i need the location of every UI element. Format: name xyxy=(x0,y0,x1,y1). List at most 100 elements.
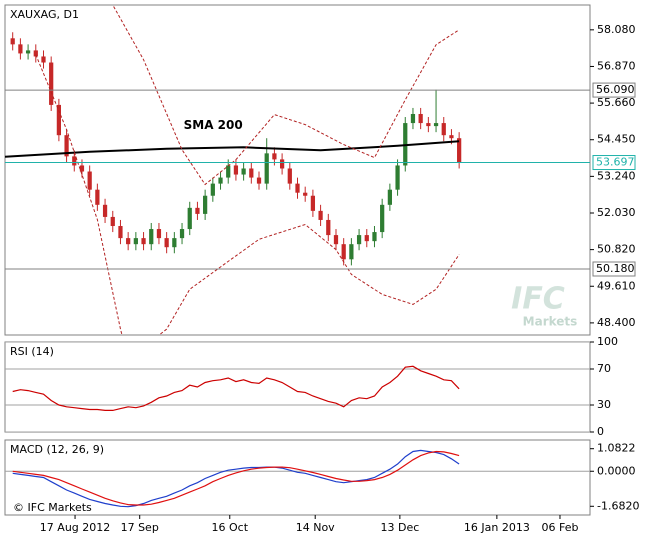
candle-body xyxy=(287,168,292,184)
y-tick-label: 70 xyxy=(597,362,611,375)
plot-area xyxy=(5,342,590,432)
candle-body xyxy=(41,56,46,63)
level-label-box xyxy=(592,261,636,277)
rsi-panel xyxy=(4,341,591,433)
candle-body xyxy=(272,153,277,160)
candle-body xyxy=(10,38,15,45)
candle-body xyxy=(433,123,439,127)
candle-body xyxy=(249,168,254,178)
candle-body xyxy=(33,50,38,57)
candle-body xyxy=(141,238,146,245)
panel-title: XAUXAG, D1 xyxy=(10,8,79,21)
candle-body xyxy=(79,165,85,172)
candle-body xyxy=(102,204,108,217)
y-tick-label: 0.0000 xyxy=(597,464,636,477)
candle-body xyxy=(326,219,331,236)
candle-body xyxy=(356,235,362,245)
candle-body xyxy=(457,138,462,163)
candle-body xyxy=(233,165,239,175)
candle-body xyxy=(441,123,446,136)
candle-body xyxy=(110,216,115,227)
level-label: 56.090 xyxy=(596,83,635,96)
y-tick-label: -1.6820 xyxy=(597,499,639,512)
x-tick-label: 16 Jan 2013 xyxy=(464,521,530,534)
candle-body xyxy=(64,135,69,157)
candle-body xyxy=(218,177,223,184)
candle-body xyxy=(333,235,339,245)
sma-line xyxy=(5,140,460,158)
candle-body xyxy=(95,189,100,205)
y-tick-label: 56.870 xyxy=(597,59,636,72)
candle-body xyxy=(372,232,377,242)
y-tick-label: 55.660 xyxy=(597,96,636,109)
y-tick-label: 100 xyxy=(597,335,618,348)
candle-body xyxy=(449,135,454,139)
y-tick-label: 53.240 xyxy=(597,169,636,182)
candle-body xyxy=(126,238,131,245)
y-tick-label: 49.610 xyxy=(597,279,636,292)
panel-title: RSI (14) xyxy=(10,345,54,358)
x-tick-label: 13 Dec xyxy=(380,521,419,534)
sma-label: SMA 200 xyxy=(184,118,243,132)
candle-body xyxy=(133,238,138,245)
y-tick-label: 54.450 xyxy=(597,133,636,146)
level-label-box xyxy=(592,82,636,98)
candle-body xyxy=(56,104,61,136)
x-tick-label: 14 Nov xyxy=(296,521,335,534)
x-tick-label: 17 Aug 2012 xyxy=(40,521,110,534)
candle-body xyxy=(195,207,200,214)
y-tick-label: 58.080 xyxy=(597,23,636,36)
watermark-logo: IFC xyxy=(511,282,565,317)
indicator-line xyxy=(12,450,460,506)
candle-body xyxy=(318,210,323,220)
candle-body xyxy=(256,177,262,184)
candle-body xyxy=(179,229,185,239)
candle-body xyxy=(295,183,300,193)
level-label: 50.180 xyxy=(596,262,635,275)
candle-body xyxy=(156,229,162,239)
plot-area xyxy=(5,5,590,335)
candle-body xyxy=(387,189,392,205)
indicator-line xyxy=(12,365,460,411)
candle-body xyxy=(418,113,423,124)
indicator-line xyxy=(12,449,460,508)
candle-body xyxy=(410,113,416,124)
y-tick-label: 1.0822 xyxy=(597,442,636,455)
candle-body xyxy=(349,244,354,260)
candle-body xyxy=(241,168,246,175)
candle-body xyxy=(203,195,208,214)
candle-body xyxy=(49,62,54,105)
band-line xyxy=(35,54,460,335)
candle-body xyxy=(279,159,285,169)
candle-body xyxy=(364,235,369,242)
candle-body xyxy=(303,192,308,196)
candle-body xyxy=(87,171,92,190)
watermark-text: Markets xyxy=(523,315,578,329)
candle-body xyxy=(380,204,385,233)
candle-body xyxy=(149,229,154,245)
x-tick-label: 17 Sep xyxy=(121,521,159,534)
price-panel xyxy=(4,4,591,336)
y-tick-label: 30 xyxy=(597,398,611,411)
y-tick-label: 50.820 xyxy=(597,243,636,256)
y-tick-label: 0 xyxy=(597,425,604,438)
band-line xyxy=(112,5,460,186)
level-label: 53.697 xyxy=(596,156,635,169)
candle-body xyxy=(164,238,169,248)
y-tick-label: 48.400 xyxy=(597,316,636,329)
candle-body xyxy=(341,244,346,260)
candle-body xyxy=(226,165,231,178)
candle-body xyxy=(25,50,31,54)
panel-title: MACD (12, 26, 9) xyxy=(10,443,104,456)
candle-body xyxy=(18,44,23,54)
y-tick-label: 52.030 xyxy=(597,206,636,219)
candle-body xyxy=(395,165,400,190)
candle-body xyxy=(118,226,123,239)
x-tick-label: 06 Feb xyxy=(541,521,578,534)
candle-body xyxy=(72,156,77,166)
level-label-box xyxy=(592,155,636,171)
candle-body xyxy=(426,123,431,127)
candle-body xyxy=(172,238,177,248)
candle-body xyxy=(310,195,316,211)
candle-body xyxy=(264,153,269,184)
